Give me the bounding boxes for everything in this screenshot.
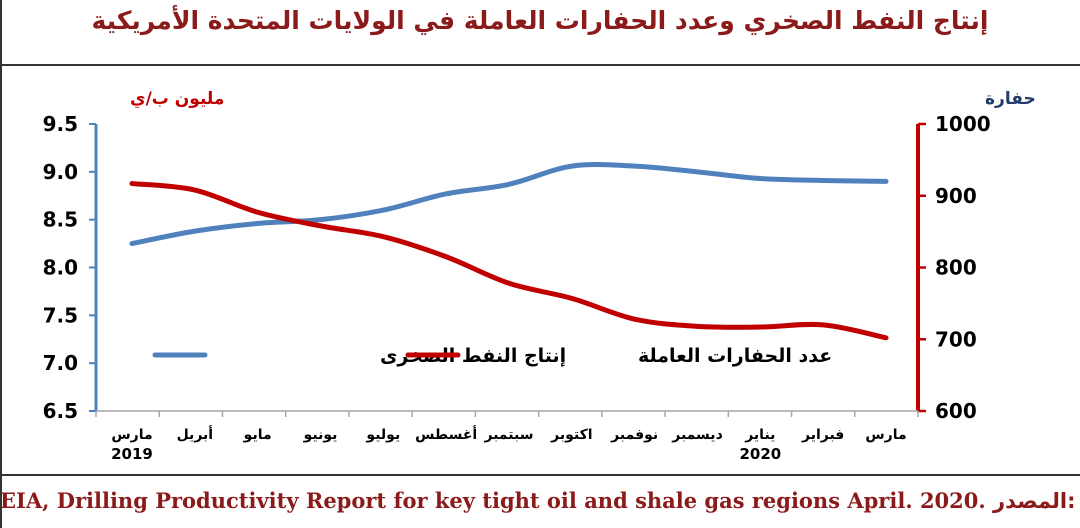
x-tick-label: اكتوبر (550, 427, 592, 443)
right-axis-label: حفارة (985, 89, 1036, 109)
right-tick-label: 700 (935, 327, 977, 351)
legend-label-rigs: عدد الحفارات العاملة (638, 345, 832, 367)
x-tick-label: مارس (865, 427, 906, 443)
year-label: 2019 (111, 445, 153, 463)
left-axis-label: مليون ب/ي (130, 89, 224, 109)
right-tick-label: 600 (935, 399, 977, 423)
source-text: EIA, Drilling Productivity Report for ke… (0, 488, 986, 513)
title-divider (0, 64, 1080, 66)
series-line-rigs (129, 181, 889, 341)
x-tick-label: نوفمبر (610, 427, 658, 443)
x-tick-label: مارس (111, 427, 152, 443)
right-tick-label: 1000 (935, 112, 991, 136)
x-tick-label: يوليو (365, 427, 400, 443)
x-tick-label: ديسمبر (671, 427, 723, 443)
line-chart: مليون ب/ي حفارة 6.5 7.0 7.5 8.0 8.5 9.0 9.5 60… (43, 89, 1036, 463)
x-tick-label: يناير (744, 427, 775, 443)
source-label: المصدر: (993, 489, 1076, 513)
x-tick-label: يونيو (303, 427, 338, 443)
source-note: EIA, Drilling Productivity Report for ke… (0, 488, 1076, 513)
left-tick-label: 8.0 (43, 256, 78, 280)
left-tick-label: 6.5 (43, 399, 78, 423)
legend-label-production: إنتاج النفط الصخرى (380, 345, 566, 367)
x-tick-label: فبراير (801, 427, 844, 443)
year-label: 2020 (739, 445, 781, 463)
footer-divider (0, 474, 1080, 476)
x-tick-label: أبريل (177, 425, 214, 443)
x-tick-label: مايو (243, 427, 272, 443)
frame-left-edge (0, 0, 2, 528)
right-tick-label: 900 (935, 184, 977, 208)
right-tick-label: 800 (935, 256, 977, 280)
left-tick-label: 9.5 (43, 112, 78, 136)
x-tick-label: أغسطس (415, 425, 477, 443)
left-tick-label: 7.5 (43, 303, 78, 327)
x-tick-label: سبتمبر (483, 427, 533, 443)
chart-title: إنتاج النفط الصخري وعدد الحفارات العاملة… (91, 6, 989, 35)
series-line-production (129, 162, 889, 247)
left-tick-label: 9.0 (43, 160, 78, 184)
left-tick-label: 7.0 (43, 351, 78, 375)
left-tick-label: 8.5 (43, 208, 78, 232)
